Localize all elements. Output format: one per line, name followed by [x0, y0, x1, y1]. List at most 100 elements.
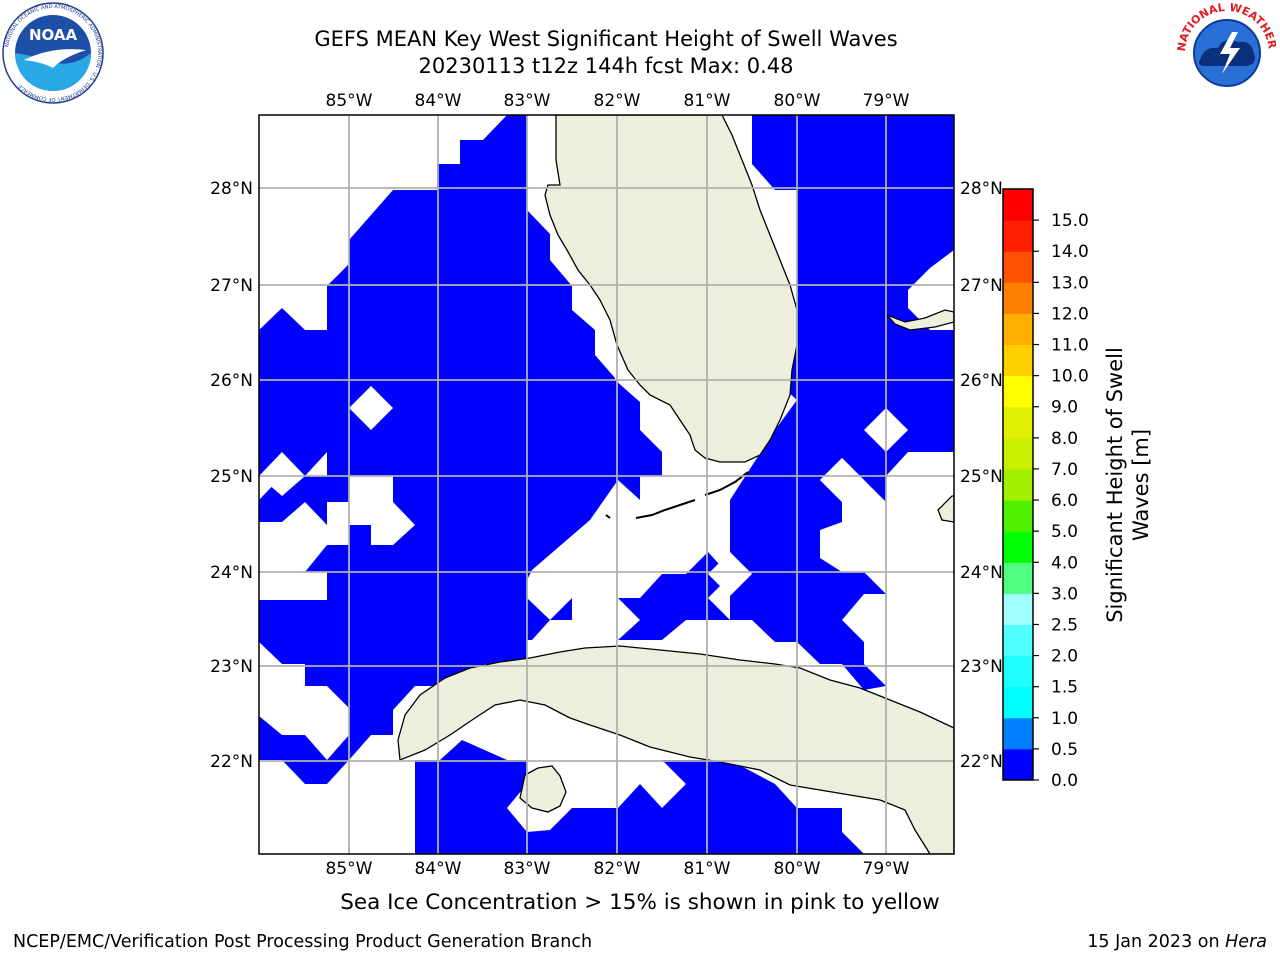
lat-label: 24°N	[960, 563, 1003, 583]
gridlines	[259, 115, 954, 854]
colorbar-swatch	[1003, 531, 1033, 563]
colorbar-swatch	[1003, 282, 1033, 314]
lat-label: 24°N	[210, 563, 253, 583]
lat-label: 22°N	[210, 752, 253, 772]
colorbar-swatch	[1003, 686, 1033, 719]
no-swell-hole	[708, 552, 752, 596]
footer-host: Hera	[1225, 932, 1267, 952]
colorbar-swatch	[1003, 313, 1033, 346]
footer-date: 15 Jan 2023 on Hera	[1087, 932, 1267, 952]
lat-label: 26°N	[210, 371, 253, 391]
colorbar-tick-label: 10.0	[1051, 367, 1089, 387]
lat-label: 23°N	[210, 657, 253, 677]
chart-subtitle: 20230113 t12z 144h fcst Max: 0.48	[418, 54, 794, 78]
colorbar-tick-label: 2.0	[1051, 647, 1078, 667]
colorbar-swatch	[1003, 655, 1033, 688]
no-swell-hole	[349, 386, 393, 430]
colorbar-tick-label: 8.0	[1051, 429, 1078, 449]
colorbar-tick-label: 2.5	[1051, 615, 1078, 635]
colorbar-tick-label: 1.0	[1051, 709, 1078, 729]
noaa-logo-text: NOAA	[29, 26, 78, 44]
lon-labels-top: 85°W 84°W 83°W 82°W 81°W 80°W 79°W	[326, 91, 910, 111]
footer-date-text: 15 Jan 2023 on	[1087, 932, 1226, 952]
colorbar-swatch	[1003, 189, 1033, 221]
colorbar-swatch	[1003, 468, 1033, 501]
florida-keys	[605, 471, 749, 519]
colorbar-tick-label: 6.0	[1051, 491, 1078, 511]
lat-labels-right: 28°N 27°N 26°N 25°N 24°N 23°N 22°N	[960, 179, 1003, 772]
lat-label: 22°N	[960, 752, 1003, 772]
lon-label: 82°W	[594, 91, 641, 111]
lon-label: 84°W	[415, 91, 462, 111]
lat-label: 23°N	[960, 657, 1003, 677]
colorbar-tick-label: 14.0	[1051, 242, 1089, 262]
lon-label: 80°W	[774, 91, 821, 111]
colorbar-swatch	[1003, 375, 1033, 408]
colorbar-title-line2: Waves [m]	[1129, 428, 1153, 542]
colorbar-tick-label: 0.0	[1051, 771, 1078, 791]
colorbar-tick-label: 7.0	[1051, 460, 1078, 480]
colorbar-tick-label: 0.5	[1051, 740, 1078, 760]
map-frame	[258, 114, 955, 855]
land-isla-juventud	[519, 765, 567, 813]
colorbar: 0.0 0.5 1.0 1.5 2.0 2.5 3.0 4.0 5.0 6.0 7.0 8.0 9.0 1…	[1002, 188, 1089, 791]
swell-field	[259, 115, 954, 854]
no-swell-hole	[820, 458, 864, 502]
sea-ice-note: Sea Ice Concentration > 15% is shown in …	[340, 890, 940, 915]
colorbar-swatch	[1003, 624, 1033, 657]
colorbar-swatch	[1003, 344, 1033, 377]
land-florida	[544, 115, 798, 463]
lon-label: 85°W	[326, 91, 373, 111]
colorbar-tick-label: 5.0	[1051, 522, 1078, 542]
colorbar-tick-label: 9.0	[1051, 398, 1078, 418]
chart-title: GEFS MEAN Key West Significant Height of…	[314, 27, 898, 51]
colorbar-title-line1: Significant Height of Swell	[1103, 347, 1127, 623]
colorbar-swatch	[1003, 220, 1033, 252]
colorbar-tick-label: 3.0	[1051, 584, 1078, 604]
lon-label: 81°W	[684, 859, 731, 879]
land-bahamas	[886, 309, 954, 331]
lon-label: 82°W	[594, 859, 641, 879]
colorbar-tick-label: 1.5	[1051, 678, 1078, 698]
lat-label: 28°N	[210, 179, 253, 199]
colorbar-swatch	[1003, 500, 1033, 532]
colorbar-frame	[1002, 188, 1034, 781]
colorbar-title: Significant Height of Swell Waves [m]	[1102, 347, 1154, 623]
colorbar-swatch	[1003, 593, 1033, 625]
footer-branch: NCEP/EMC/Verification Post Processing Pr…	[13, 932, 593, 952]
lon-label: 79°W	[863, 859, 910, 879]
noaa-logo: NOAA NATIONAL OCEANIC AND ATMOSPHERIC AD…	[2, 2, 104, 104]
colorbar-swatch	[1003, 748, 1033, 781]
colorbar-swatch	[1003, 717, 1033, 750]
colorbar-swatch	[1003, 251, 1033, 283]
land-cuba	[397, 645, 954, 854]
colorbar-tick-label: 12.0	[1051, 304, 1089, 324]
land	[397, 115, 954, 854]
lat-label: 27°N	[960, 276, 1003, 296]
lon-label: 80°W	[774, 859, 821, 879]
colorbar-tick-label: 15.0	[1051, 211, 1089, 231]
lat-label: 25°N	[960, 467, 1003, 487]
swell-region-caribbean	[415, 740, 864, 854]
colorbar-swatch	[1003, 437, 1033, 470]
nws-logo: NATIONAL WEATHER SERVICE	[1176, 2, 1278, 102]
swell-region-atlantic	[618, 115, 954, 690]
lon-label: 83°W	[504, 859, 551, 879]
lat-label: 28°N	[960, 179, 1003, 199]
lon-label: 79°W	[863, 91, 910, 111]
lon-label: 84°W	[415, 859, 462, 879]
colorbar-swatch	[1003, 406, 1033, 439]
colorbar-swatch	[1003, 562, 1033, 594]
lon-label: 81°W	[684, 91, 731, 111]
map-area	[259, 115, 954, 854]
lon-labels-bottom: 85°W 84°W 83°W 82°W 81°W 80°W 79°W	[326, 859, 910, 879]
colorbar-tick-label: 4.0	[1051, 553, 1078, 573]
lon-label: 83°W	[504, 91, 551, 111]
swell-region-gulf	[259, 115, 662, 784]
lon-label: 85°W	[326, 859, 373, 879]
lat-label: 25°N	[210, 467, 253, 487]
land-bahamas	[937, 495, 954, 523]
lat-labels-left: 28°N 27°N 26°N 25°N 24°N 23°N 22°N	[210, 179, 253, 772]
lat-label: 26°N	[960, 371, 1003, 391]
